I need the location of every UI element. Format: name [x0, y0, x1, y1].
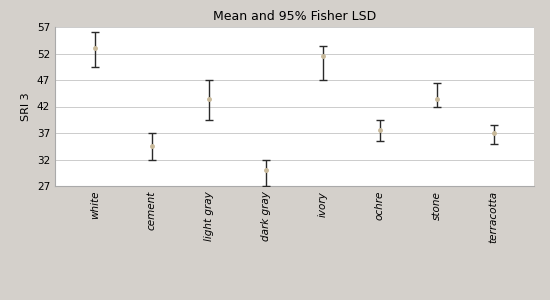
Title: Mean and 95% Fisher LSD: Mean and 95% Fisher LSD: [213, 10, 376, 23]
Y-axis label: SRI 3: SRI 3: [21, 92, 31, 121]
